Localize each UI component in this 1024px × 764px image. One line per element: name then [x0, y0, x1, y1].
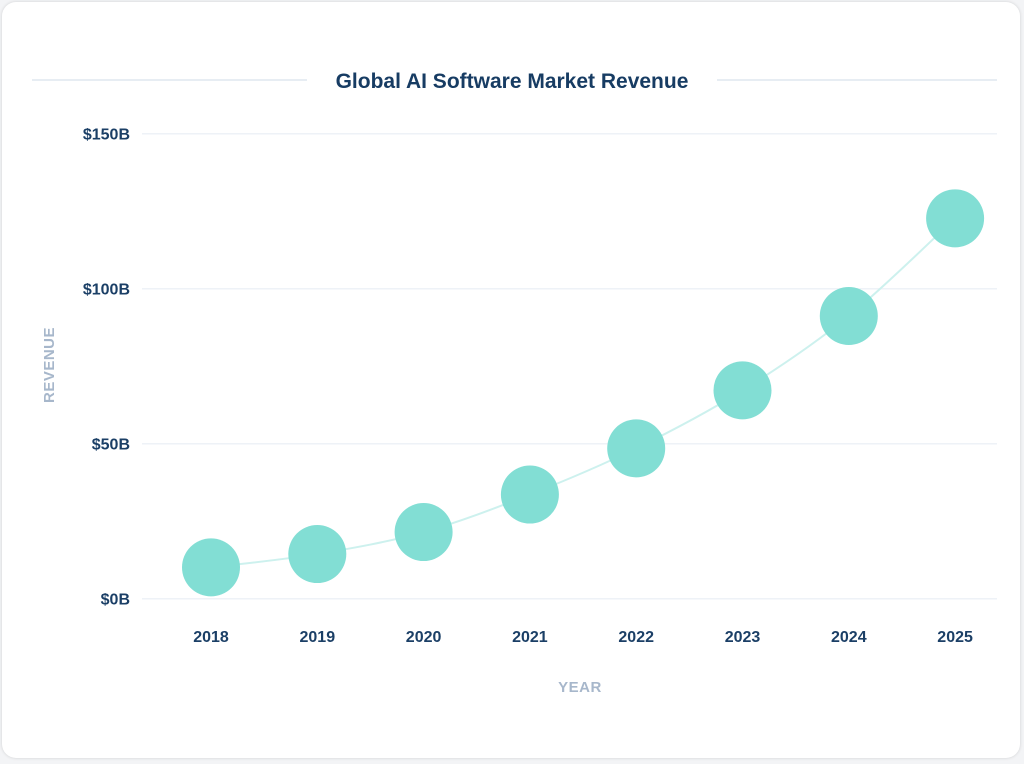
x-tick-label: 2018 [193, 629, 229, 646]
y-tick-label: $0B [101, 592, 130, 609]
x-tick-label: 2023 [725, 629, 761, 646]
y-tick-label: $100B [83, 282, 130, 299]
x-axis-title: YEAR [558, 679, 602, 696]
y-axis-title: REVENUE [41, 327, 58, 403]
data-point-2019[interactable] [288, 525, 347, 584]
data-point-2024[interactable] [819, 286, 878, 345]
data-point-2018[interactable] [182, 538, 240, 597]
chart-title: Global AI Software Market Revenue [336, 70, 689, 93]
x-tick-label: 2021 [512, 629, 548, 646]
data-point-2025[interactable] [926, 189, 985, 248]
y-tick-label: $150B [83, 127, 130, 144]
data-point-2022[interactable] [607, 419, 666, 478]
y-tick-label: $50B [92, 437, 130, 454]
x-tick-label: 2022 [618, 629, 654, 646]
data-point-2020[interactable] [394, 503, 453, 562]
data-point-2021[interactable] [500, 465, 559, 524]
x-tick-label: 2019 [300, 629, 336, 646]
x-tick-label: 2025 [937, 629, 973, 646]
x-tick-label: 2020 [406, 629, 442, 646]
x-tick-label: 2024 [831, 629, 867, 646]
data-point-2023[interactable] [713, 361, 772, 420]
series-line [210, 217, 956, 569]
